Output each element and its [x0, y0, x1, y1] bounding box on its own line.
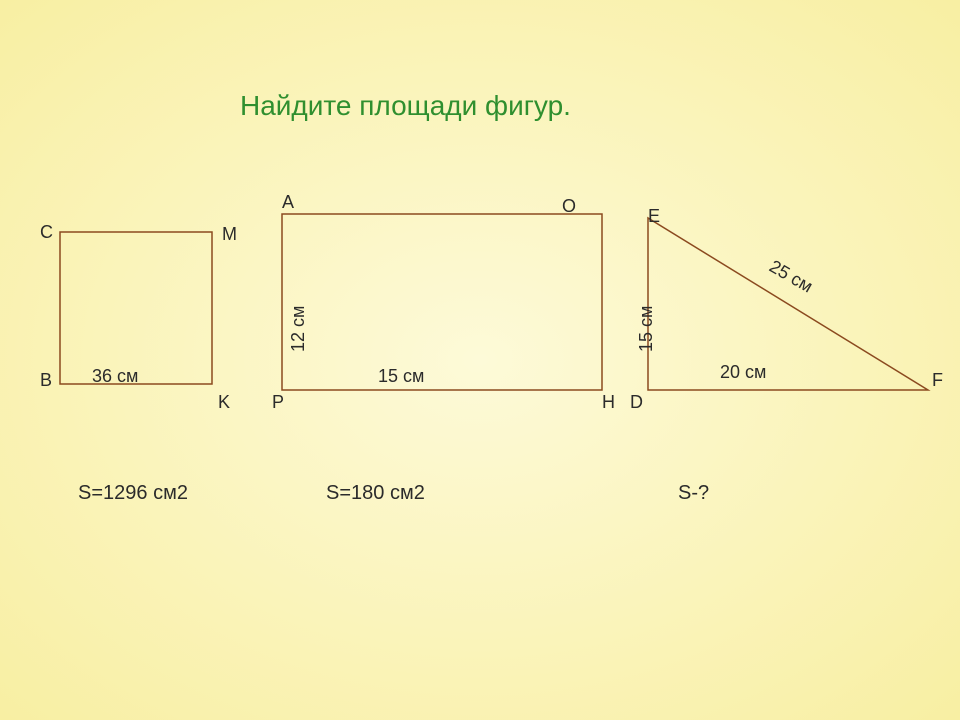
vertex-a-label: A [282, 192, 294, 213]
vertex-f-label: F [932, 370, 943, 391]
square-side-label: 36 см [92, 366, 138, 387]
square-answer: S=1296 см2 [78, 482, 188, 505]
rectangle-height-label: 12 см [288, 306, 309, 352]
rectangle-width-label: 15 см [378, 366, 424, 387]
vertex-p-label: P [272, 392, 284, 413]
vertex-c-label: C [40, 222, 53, 243]
rectangle-answer: S=180 см2 [326, 482, 425, 505]
rectangle-shape [282, 214, 602, 390]
vertex-k-label: K [218, 392, 230, 413]
geometry-slide: Найдите площади фигур. C M B K 36 см S=1… [0, 0, 960, 720]
vertex-e-label: E [648, 206, 660, 227]
triangle-leg-horizontal-label: 20 см [720, 362, 766, 383]
vertex-h-label: H [602, 392, 615, 413]
triangle-leg-vertical-label: 15 см [636, 306, 657, 352]
vertex-d-label: D [630, 392, 643, 413]
vertex-o-label: O [562, 196, 576, 217]
triangle-answer: S-? [678, 482, 709, 505]
vertex-m-label: M [222, 224, 237, 245]
square-shape [60, 232, 212, 384]
vertex-b-label: B [40, 370, 52, 391]
shapes-layer [0, 0, 960, 720]
triangle-shape [648, 218, 928, 390]
